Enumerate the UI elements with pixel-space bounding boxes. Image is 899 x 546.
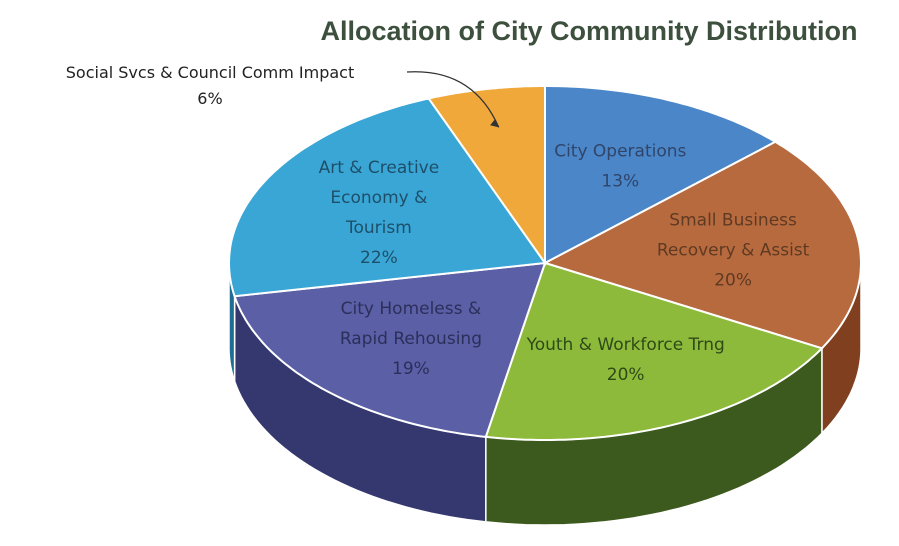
pie-slice-small-business (542, 140, 863, 350)
callout-leader-line (406, 71, 500, 128)
pie-slice-city-operations (544, 85, 778, 265)
slice-label-city-operations: City Operations 13% (554, 142, 686, 192)
chart-title: Allocation of City Community Distributio… (321, 16, 858, 46)
pie-slice-social-svcs-council-comm-impact (427, 85, 546, 267)
pie-sides (228, 263, 862, 526)
slice-label-art-creative: Art & Creative Economy & Tourism 22% (319, 158, 440, 268)
pie-slice-city-homeless (233, 261, 547, 438)
slice-label-youth-workforce-trng: Youth & Workforce Trng 20% (526, 335, 725, 385)
slice-labels: City Operations 13% Small Business Recovery… (66, 63, 810, 385)
pie-slice-youth-workforce-trng (484, 261, 824, 441)
pie-slice-art-creative (227, 97, 547, 298)
callout-arrow-head (490, 119, 499, 128)
slice-label-city-homeless: City Homeless & Rapid Rehousing 19% (340, 299, 482, 379)
pie-slices (227, 85, 863, 441)
slice-label-small-business: Small Business Recovery & Assist 20% (657, 211, 810, 291)
slice-label-social-svcs-council-comm-impact: Social Svcs & Council Comm Impact 6% (66, 63, 355, 108)
